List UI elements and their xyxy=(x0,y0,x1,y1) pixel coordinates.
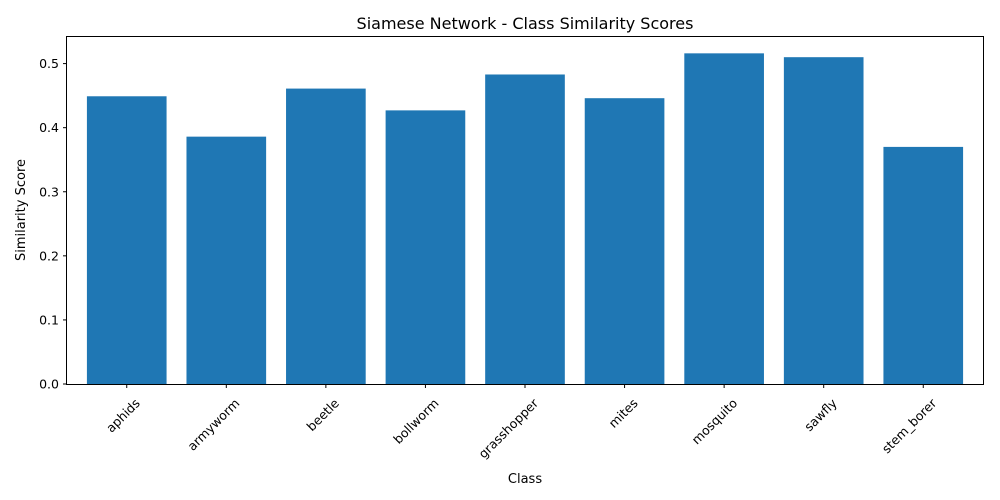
x-tick-label: grasshopper xyxy=(475,395,541,461)
bar-bollworm xyxy=(385,110,466,384)
bar-mites xyxy=(584,98,665,384)
x-tick-label: armyworm xyxy=(184,396,242,454)
y-tick-label: 0.5 xyxy=(39,56,59,71)
chart-title: Siamese Network - Class Similarity Score… xyxy=(357,14,694,33)
x-tick-label: mites xyxy=(605,396,640,431)
plot-frame xyxy=(66,36,984,385)
bar-beetle xyxy=(286,88,366,384)
y-tick-label: 0.0 xyxy=(39,377,59,392)
bar-stem_borer xyxy=(883,146,964,384)
x-tick-label: stem_borer xyxy=(879,395,940,456)
bar-sawfly xyxy=(783,57,864,384)
y-tick-label: 0.4 xyxy=(39,120,59,135)
bar-armyworm xyxy=(186,136,267,384)
bar-mosquito xyxy=(684,53,764,384)
x-tick-label: mosquito xyxy=(688,396,740,448)
bar-grasshopper xyxy=(485,74,565,384)
x-axis-ticks: aphids armyworm beetle bollworm grasshopper m… xyxy=(103,384,940,461)
y-tick-label: 0.3 xyxy=(39,184,59,199)
x-tick-label: beetle xyxy=(304,395,343,434)
y-axis-ticks: 0.0 0.1 0.2 0.3 0.4 0.5 xyxy=(39,56,67,392)
bars-group xyxy=(86,53,964,385)
y-tick-label: 0.1 xyxy=(39,312,59,327)
x-axis-label: Class xyxy=(508,472,542,487)
y-tick-label: 0.2 xyxy=(39,248,59,263)
x-tick-label: aphids xyxy=(103,396,143,436)
y-axis-label: Similarity Score xyxy=(14,159,29,261)
bar-aphids xyxy=(86,96,167,385)
x-tick-label: sawfly xyxy=(801,395,840,434)
x-tick-label: bollworm xyxy=(390,396,441,447)
